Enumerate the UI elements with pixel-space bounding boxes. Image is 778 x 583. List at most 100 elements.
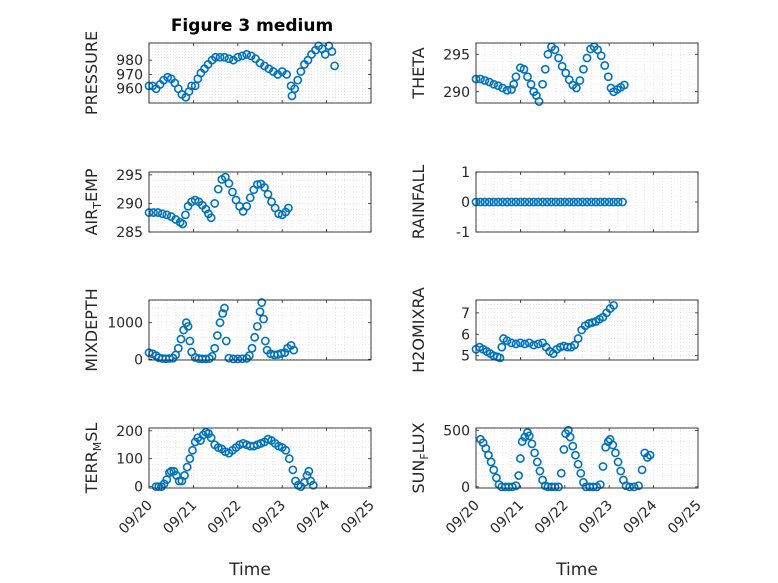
y-tick-label: 100 — [116, 452, 143, 468]
data-point — [554, 482, 563, 492]
data-point — [498, 83, 508, 93]
data-point — [629, 482, 639, 492]
data-point — [330, 61, 339, 71]
y-axis-label: RAINFALL — [409, 165, 428, 240]
data-point — [511, 481, 521, 491]
data-point — [149, 208, 158, 217]
y-tick-label: 7 — [461, 306, 470, 322]
data-point — [327, 47, 337, 56]
figure-title: Figure 3 medium — [171, 16, 333, 36]
data-point — [502, 336, 512, 346]
data-point — [507, 85, 516, 94]
data-point — [206, 433, 216, 443]
data-point — [640, 448, 650, 458]
data-point — [507, 338, 516, 348]
y-tick-label: 200 — [116, 424, 143, 440]
data-point — [267, 197, 276, 207]
data-point — [280, 348, 290, 358]
data-point — [287, 91, 297, 101]
data-point — [289, 345, 299, 355]
data-point — [259, 314, 268, 324]
data-point — [560, 197, 570, 207]
x-tick-label: 09/21 — [160, 498, 200, 538]
subplot-8: 0 500 SUNFLUX 09/20 09/21 09/22 09/23 09/24 09/2… — [409, 422, 705, 580]
data-point — [284, 454, 294, 464]
data-point — [573, 459, 583, 469]
data-point — [187, 81, 197, 91]
axes-frame — [148, 427, 372, 489]
data-point — [573, 197, 583, 207]
data-point — [293, 75, 303, 85]
data-point — [276, 349, 286, 358]
y-tick-label: 970 — [116, 67, 143, 83]
subplot-2: 290 295 THETA — [409, 42, 699, 106]
y-axis-label: MIXDEPTH — [82, 288, 101, 371]
y-tick-label: 1 — [461, 165, 470, 181]
data-point — [178, 219, 188, 229]
data-point — [304, 466, 314, 476]
data-point — [573, 334, 583, 343]
data-point — [498, 197, 508, 207]
data-point — [476, 197, 485, 207]
data-point — [233, 354, 243, 364]
data-point — [489, 79, 499, 89]
data-point — [201, 204, 211, 214]
data-point — [579, 64, 588, 74]
data-point — [520, 339, 530, 349]
data-point — [604, 197, 614, 207]
data-point — [495, 353, 505, 363]
data-point — [516, 197, 525, 207]
x-tick-label: 09/24 — [294, 497, 334, 537]
axes-frame — [475, 42, 699, 104]
data-point — [538, 79, 547, 89]
data-point — [527, 439, 537, 449]
data-point — [476, 74, 485, 84]
data-point — [151, 482, 161, 492]
data-point — [533, 339, 543, 349]
y-axis-label: AIRTEMP — [82, 168, 104, 235]
data-point — [609, 197, 619, 207]
data-point — [181, 210, 190, 220]
data-point — [221, 336, 231, 346]
data-point — [524, 431, 534, 441]
data-point — [215, 318, 225, 328]
data-point — [242, 201, 252, 211]
data-point — [242, 50, 252, 59]
data-point — [511, 197, 521, 207]
data-point — [182, 462, 192, 472]
y-axis-label: H2OMIXRA — [409, 287, 428, 373]
data-point — [480, 197, 490, 207]
data-point — [551, 197, 561, 207]
data-point — [157, 209, 167, 219]
y-tick-label: 6 — [461, 327, 470, 343]
data-point — [634, 481, 643, 491]
y-tick-label: 980 — [116, 53, 143, 69]
axes-background — [476, 428, 698, 488]
data-point — [288, 465, 298, 475]
data-point — [173, 343, 183, 353]
data-point — [523, 72, 532, 82]
x-tick-label: 09/20 — [443, 498, 483, 538]
data-point — [489, 465, 499, 475]
x-tick-label: 09/22 — [532, 498, 572, 538]
data-point — [210, 199, 220, 208]
y-tick-label: 0 — [134, 480, 143, 496]
data-point — [535, 466, 545, 476]
data-point — [520, 197, 530, 207]
data-point — [284, 203, 293, 213]
data-point — [220, 52, 229, 62]
data-point — [538, 197, 547, 207]
data-point — [582, 197, 592, 207]
data-point — [296, 67, 306, 76]
x-axis-label: Time — [228, 560, 271, 580]
data-point — [554, 53, 563, 63]
data-point — [308, 480, 318, 490]
data-point — [625, 482, 635, 492]
data-point — [571, 450, 580, 460]
y-tick-label: 1000 — [107, 316, 143, 332]
data-point — [502, 197, 512, 207]
data-point — [520, 432, 530, 442]
data-point — [543, 49, 553, 59]
data-point — [231, 195, 241, 205]
data-point — [263, 189, 273, 199]
